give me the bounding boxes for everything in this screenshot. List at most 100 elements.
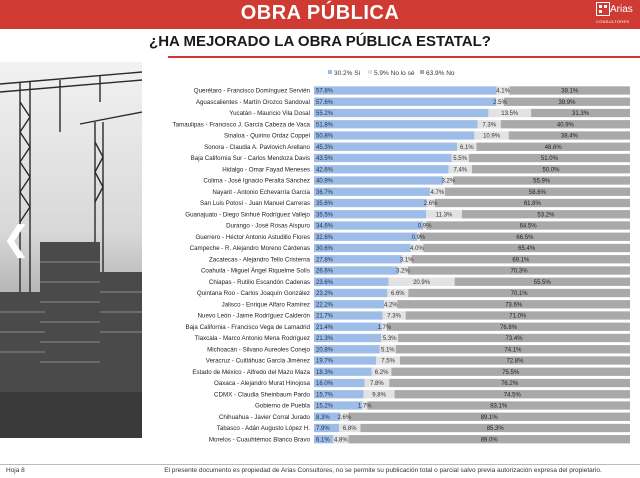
bar-si [314, 221, 424, 230]
value-label-no-lo-se: 0.9% [412, 235, 426, 241]
bar-no [411, 255, 630, 264]
value-label-si: 22.2% [316, 302, 334, 308]
value-label-no: 66.5% [516, 235, 534, 241]
value-label-no: 75.5% [502, 370, 520, 376]
value-label-no: 55.5% [534, 280, 552, 286]
value-label-no-lo-se: 7.4% [453, 167, 467, 173]
bar-no-lo-se [426, 210, 462, 219]
value-label-no: 70.3% [511, 269, 529, 275]
value-label-no: 89.0% [481, 437, 499, 443]
value-label-no: 50.0% [542, 167, 560, 173]
bar-si [314, 176, 444, 185]
value-label-si: 15.7% [316, 392, 334, 398]
bar-no [408, 288, 630, 298]
bar-no [508, 131, 630, 140]
value-label-no-lo-se: 7.5% [381, 359, 395, 365]
bar-no-lo-se [379, 345, 396, 354]
stacked-bar-chart: 30.2% Sí 5.9% No lo sé 63.9% No Querétaro … [173, 70, 630, 444]
brand-logo: Arias CONSULTORES [596, 2, 634, 28]
chart-legend: 30.2% Sí 5.9% No lo sé 63.9% No [328, 70, 455, 77]
value-label-no: 61.8% [524, 201, 542, 207]
value-label-no-lo-se: 20.9% [413, 280, 431, 286]
category-label: Sonora - Claudia A. Pavlovich Arellano [204, 144, 310, 151]
bar-no-lo-se [417, 232, 420, 241]
value-label-no: 76.8% [500, 325, 518, 331]
value-label-no: 64.5% [520, 224, 538, 230]
category-label: Estado de México - Alfredo del Mazo Maza [192, 369, 310, 376]
page-title: OBRA PÚBLICA [240, 2, 400, 24]
bar-no [444, 187, 630, 196]
bar-si [314, 322, 382, 331]
value-label-no: 73.6% [505, 302, 523, 308]
legend-swatch [368, 70, 372, 74]
logo-subtext: CONSULTORES [596, 19, 630, 24]
previous-slide-button[interactable]: ❮ [2, 222, 31, 258]
bar-si [314, 255, 402, 264]
bar-no-lo-se [423, 221, 427, 230]
value-label-si: 16.0% [316, 381, 334, 387]
value-label-si: 19.7% [316, 359, 334, 365]
value-label-no-lo-se: 5.3% [383, 336, 397, 342]
bar-no-lo-se [477, 120, 501, 129]
value-label-si: 36.7% [316, 190, 334, 196]
value-label-no-lo-se: 7.3% [387, 314, 401, 320]
value-label-no-lo-se: 0.9% [418, 224, 432, 230]
bar-si [314, 333, 382, 343]
bar-si [314, 97, 497, 106]
bar-si [314, 367, 372, 376]
bar-no-lo-se [381, 322, 388, 331]
bar-no-lo-se [333, 435, 349, 444]
value-label-si: 6.1% [316, 437, 330, 443]
value-label-no-lo-se: 4.0% [410, 246, 424, 252]
category-label: Oaxaca - Alejandro Murat Hinojosa [214, 380, 311, 387]
value-label-si: 21.4% [316, 325, 334, 331]
bar-no [476, 142, 630, 151]
value-label-no-lo-se: 2.6% [424, 201, 438, 207]
value-label-no: 76.2% [501, 381, 519, 387]
category-label: Morelos - Cuauhtémoc Blanco Bravo [209, 436, 311, 443]
bar-si [314, 198, 427, 208]
value-label-si: 21.7% [316, 314, 334, 320]
category-label: Chihuahua - Javier Corral Jurado [219, 414, 311, 421]
value-label-si: 50.8% [316, 134, 334, 140]
bar-no [391, 367, 630, 376]
bar-no-lo-se [457, 142, 477, 151]
bar-no [348, 435, 630, 444]
bar-si [314, 108, 489, 118]
bar-no [426, 221, 630, 230]
bar-no-lo-se [387, 288, 409, 298]
value-label-no: 48.6% [545, 145, 563, 151]
bar-si [314, 423, 339, 433]
category-label: Chiapas - Rutilio Escandón Cadenas [209, 279, 310, 286]
bar-si [314, 311, 383, 320]
category-label: Guanajuato - Diego Sinhué Rodríguez Vall… [185, 211, 310, 218]
bar-no-lo-se [338, 423, 361, 433]
value-label-no: 83.1% [490, 404, 508, 410]
bar-si [314, 435, 334, 444]
value-label-no-lo-se: 4.7% [431, 190, 445, 196]
value-label-no: 74.5% [504, 392, 522, 398]
value-label-si: 55.2% [316, 111, 334, 117]
bar-no-lo-se [426, 198, 435, 208]
category-label: Hidalgo - Omar Fayad Meneses [222, 166, 310, 173]
bar-no-lo-se [376, 356, 400, 365]
bar-no-lo-se [443, 176, 454, 185]
bar-no-lo-se [410, 243, 424, 253]
value-label-no-lo-se: 3.2% [441, 179, 455, 185]
value-label-no: 38.1% [561, 89, 579, 95]
value-label-no: 53.2% [537, 212, 555, 218]
value-label-no: 51.0% [541, 156, 559, 162]
value-label-no: 73.4% [506, 336, 524, 342]
value-label-no: 89.1% [481, 415, 499, 421]
bar-no [468, 153, 630, 163]
construction-photo [0, 62, 142, 438]
page-number: Hoja 8 [6, 467, 25, 474]
value-label-no-lo-se: 11.3% [436, 212, 453, 218]
bar-no [472, 165, 630, 174]
category-label: Veracruz - Cuitláhuac García Jiménez [206, 358, 310, 365]
bar-si [314, 210, 427, 219]
category-label: Tamaulipas - Francisco J. García Cabeza … [173, 121, 311, 128]
value-label-si: 15.2% [316, 404, 334, 410]
bar-no [398, 333, 630, 343]
category-label: Yucatán - Mauricio Vila Dosal [229, 110, 310, 117]
